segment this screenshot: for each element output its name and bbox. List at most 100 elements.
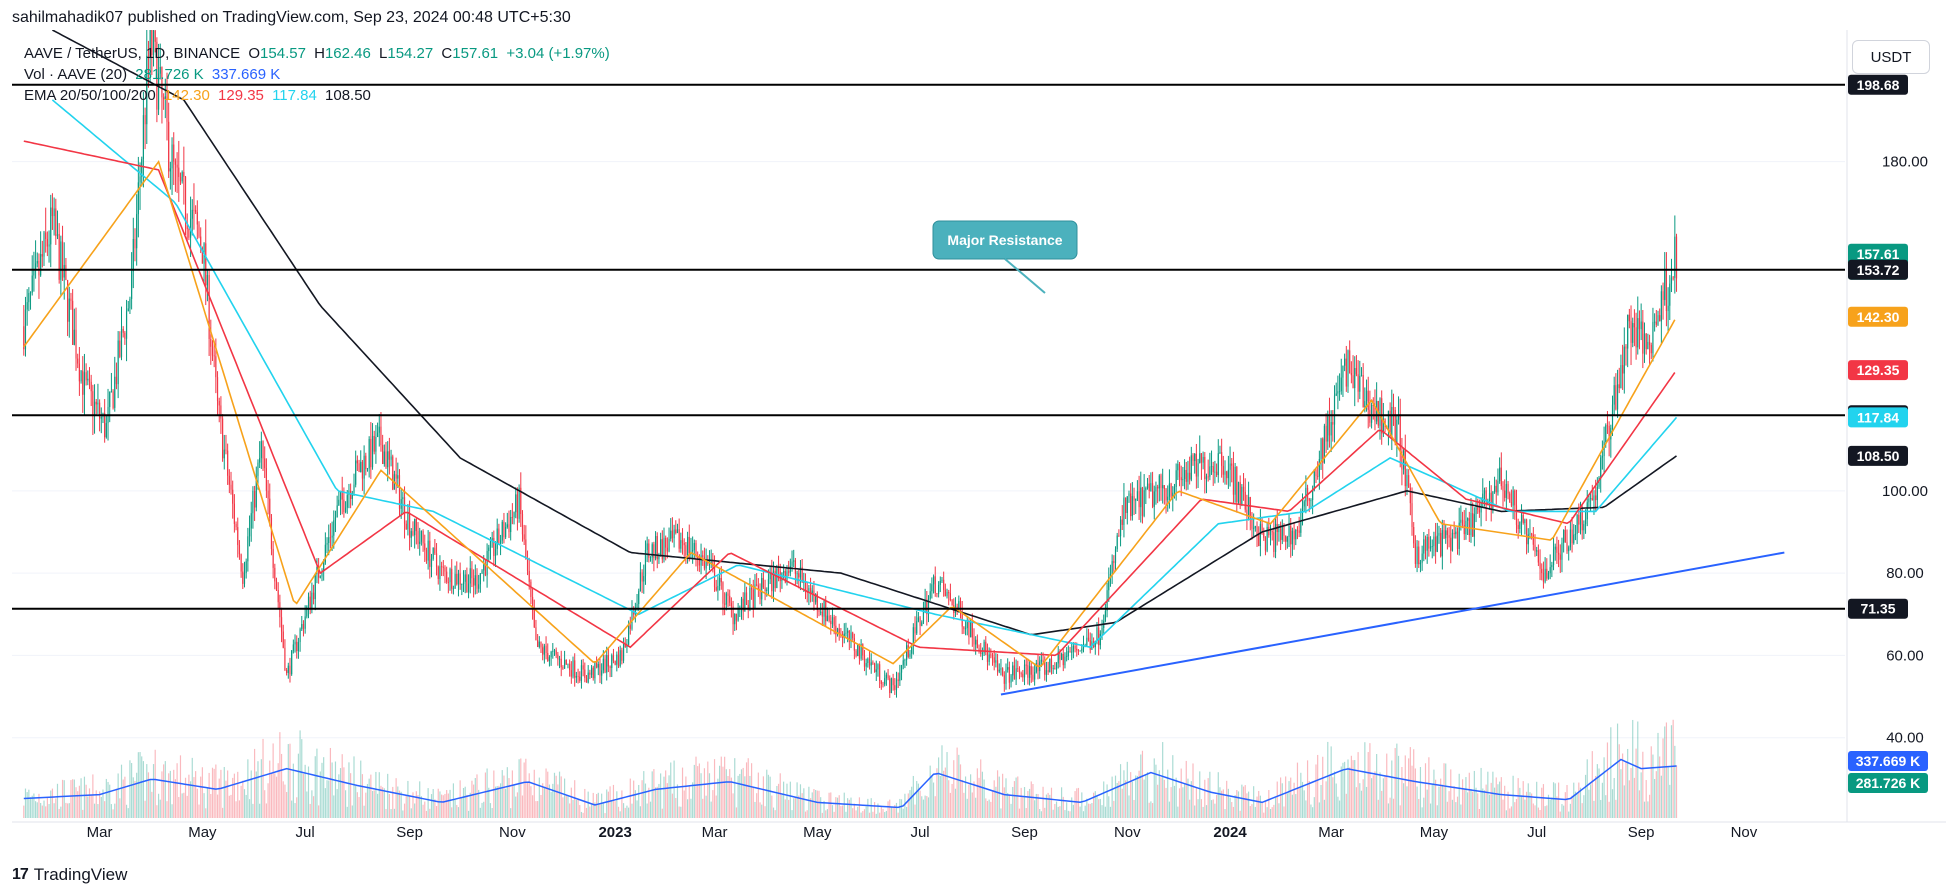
volume-bar	[205, 808, 207, 818]
candle-body	[1318, 458, 1320, 477]
volume-bar	[899, 798, 901, 818]
candle-body	[355, 460, 357, 485]
candle-body	[459, 573, 461, 585]
volume-bar	[641, 780, 643, 818]
volume-bar	[1608, 801, 1610, 818]
volume-bar	[93, 803, 96, 818]
volume-bar	[900, 799, 903, 818]
volume-bar	[550, 791, 552, 818]
volume-bar	[257, 761, 259, 818]
tradingview-logo[interactable]: 17 TradingView	[12, 865, 127, 885]
volume-bar	[638, 784, 640, 818]
volume-bar	[1482, 788, 1484, 818]
volume-bar	[213, 768, 215, 818]
volume-bar	[1382, 778, 1384, 818]
volume-bar	[1529, 792, 1531, 818]
volume-bar	[403, 803, 406, 818]
volume-bar	[248, 799, 251, 818]
volume-bar	[1091, 803, 1093, 818]
volume-bar	[986, 800, 989, 818]
candle-body	[1055, 663, 1058, 670]
candle-body	[1342, 365, 1344, 378]
volume-bar	[473, 784, 475, 818]
volume-bar	[1625, 761, 1627, 818]
volume-bar	[370, 774, 372, 818]
volume-bar	[1470, 788, 1472, 818]
volume-bar	[267, 783, 269, 818]
volume-bar	[329, 747, 332, 818]
volume-bar	[99, 791, 101, 818]
volume-bar	[1337, 796, 1339, 818]
candle-body	[788, 571, 790, 573]
major-resistance-callout[interactable]: Major Resistance	[932, 220, 1078, 294]
volume-bar	[36, 802, 38, 818]
symbol-name[interactable]: AAVE / TetherUS, 1D, BINANCE	[24, 45, 241, 62]
volume-bar	[528, 773, 530, 818]
candle-body	[1293, 530, 1295, 540]
volume-bar	[1675, 765, 1678, 818]
volume-bar	[698, 763, 700, 818]
volume-bar	[779, 773, 781, 818]
volume-bar	[173, 769, 175, 818]
volume-bar	[715, 795, 717, 818]
candle-body	[941, 579, 943, 581]
candle-body	[1648, 341, 1651, 345]
y-tick-label: 40.00	[1886, 730, 1924, 747]
candle-body	[208, 275, 210, 339]
volume-bar	[565, 795, 567, 818]
candle-body	[1473, 514, 1475, 537]
volume-bar	[1477, 793, 1479, 818]
volume-bar	[104, 801, 106, 818]
candle-body	[1182, 479, 1184, 481]
candle-body	[745, 592, 748, 605]
candle-body	[877, 664, 879, 670]
candle-body	[1216, 471, 1218, 476]
volume-bar	[1116, 782, 1118, 818]
candle-body	[1546, 568, 1548, 579]
candle-body	[1429, 546, 1432, 549]
volume-bar	[931, 775, 933, 818]
volume-bar	[275, 776, 278, 818]
volume-bar	[1224, 809, 1226, 818]
candle-body	[1340, 377, 1342, 392]
volume-bar	[73, 779, 75, 818]
volume-bar	[1212, 799, 1214, 818]
volume-bar	[466, 794, 468, 818]
candle-body	[680, 540, 682, 549]
candle-body	[191, 209, 193, 219]
volume-bar	[838, 795, 840, 818]
volume-indicator-name[interactable]: Vol · AAVE (20)	[24, 66, 128, 83]
currency-button[interactable]: USDT	[1852, 40, 1930, 74]
candle-body	[585, 677, 588, 683]
volume-bar	[1104, 806, 1106, 818]
volume-bar	[1177, 806, 1179, 818]
candle-body	[658, 556, 660, 560]
volume-bar	[462, 787, 465, 818]
candle-body	[1157, 486, 1159, 489]
candle-body	[1525, 519, 1528, 545]
candle-body	[964, 628, 967, 630]
volume-bar	[515, 796, 517, 818]
volume-bar	[280, 753, 283, 818]
candle-body	[1487, 501, 1489, 506]
candle-body	[1453, 532, 1455, 535]
candle-body	[227, 450, 229, 476]
volume-bar	[889, 799, 891, 818]
volume-bar	[1308, 780, 1310, 818]
volume-bar	[154, 749, 156, 818]
candle-body	[936, 593, 938, 594]
candle-body	[757, 585, 759, 589]
trendline[interactable]	[1000, 551, 1785, 696]
volume-bar	[1571, 795, 1573, 818]
volume-bar	[388, 794, 390, 818]
volume-bar	[410, 808, 412, 818]
volume-bar	[484, 772, 487, 818]
candle-body	[267, 490, 269, 499]
candle-body	[1150, 483, 1152, 491]
low-label: L	[379, 45, 388, 62]
candle-body	[1423, 539, 1425, 554]
volume-bar	[1616, 723, 1619, 818]
candle-body	[993, 657, 995, 663]
ema-indicator-name[interactable]: EMA 20/50/100/200	[24, 87, 156, 104]
